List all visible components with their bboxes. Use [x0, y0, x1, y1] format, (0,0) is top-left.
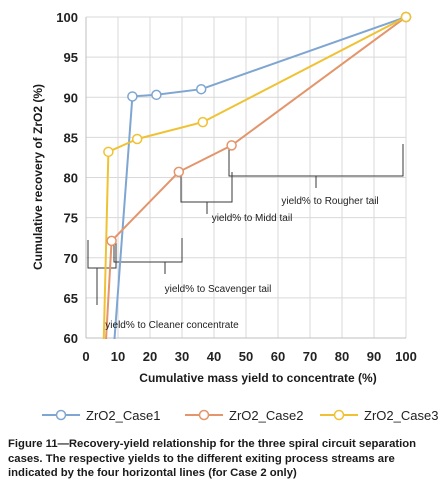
legend: ZrO2_Case1 ZrO2_Case2 ZrO2_Case3	[42, 408, 438, 423]
y-tick-label: 70	[64, 251, 78, 266]
x-tick-label: 100	[395, 349, 417, 364]
x-tick-label: 70	[303, 349, 317, 364]
data-point-case2	[226, 140, 237, 151]
y-tick-label: 100	[56, 10, 78, 25]
legend-marker-case2	[198, 409, 210, 421]
y-tick-label: 95	[64, 50, 78, 65]
y-tick-label: 85	[64, 130, 78, 145]
annotation-midd-tail: yield% to Midd tail	[212, 213, 293, 224]
data-point-case3	[131, 133, 143, 145]
series-line-case3	[102, 17, 406, 339]
data-point-case2	[106, 235, 117, 247]
x-tick-label: 10	[111, 349, 125, 364]
annotation-brackets	[87, 144, 404, 305]
annotation-rougher-tail: yield% to Rougher tail	[281, 196, 378, 207]
bracket-rougher-tail	[228, 144, 404, 188]
legend-marker-case1	[55, 409, 67, 421]
recovery-yield-chart: 60 65 70 75 80 85 90 95 100 0 10 20 30 40 50 60 70 80 90 10…	[31, 10, 438, 423]
data-point-case3	[400, 11, 412, 23]
bracket-cleaner-concentrate	[87, 240, 117, 305]
x-tick-label: 50	[239, 349, 253, 364]
markers	[103, 11, 412, 247]
data-point-case3	[197, 116, 209, 128]
legend-marker-case3	[333, 409, 345, 421]
legend-label-case1: ZrO2_Case1	[86, 408, 160, 423]
annotation-scavenger-tail: yield% to Scavenger tail	[165, 284, 272, 295]
legend-label-case3: ZrO2_Case3	[364, 408, 438, 423]
data-point-case1	[127, 91, 138, 102]
y-tick-label: 75	[64, 211, 78, 226]
y-tick-label: 65	[64, 291, 78, 306]
x-tick-label: 30	[175, 349, 189, 364]
bracket-scavenger-tail	[113, 238, 183, 274]
x-tick-label: 0	[82, 349, 89, 364]
annotation-labels: yield% to Rougher tail yield% to Midd ta…	[105, 196, 378, 331]
x-tick-label: 80	[335, 349, 349, 364]
x-axis-label: Cumulative mass yield to concentrate (%)	[139, 371, 376, 385]
data-point-case1	[195, 83, 207, 95]
y-tick-label: 90	[64, 90, 78, 105]
y-tick-label: 60	[64, 331, 78, 346]
y-tick-label: 80	[64, 171, 78, 186]
x-tick-label: 20	[143, 349, 157, 364]
data-point-case3	[103, 146, 114, 158]
legend-label-case2: ZrO2_Case2	[229, 408, 303, 423]
x-tick-label: 40	[207, 349, 221, 364]
annotation-cleaner-concentrate: yield% to Cleaner concentrate	[105, 320, 239, 331]
data-point-case2	[173, 166, 185, 178]
axes: 60 65 70 75 80 85 90 95 100 0 10 20 30 40 50 60 70 80 90 10…	[56, 10, 417, 364]
bracket-midd-tail	[180, 172, 233, 214]
data-point-case1	[151, 89, 162, 101]
figure-caption: Figure 11—Recovery-yield relationship fo…	[8, 438, 417, 479]
x-tick-label: 60	[271, 349, 285, 364]
x-tick-label: 90	[367, 349, 381, 364]
y-axis-label: Cumulative recovery of ZrO2 (%)	[31, 84, 45, 270]
